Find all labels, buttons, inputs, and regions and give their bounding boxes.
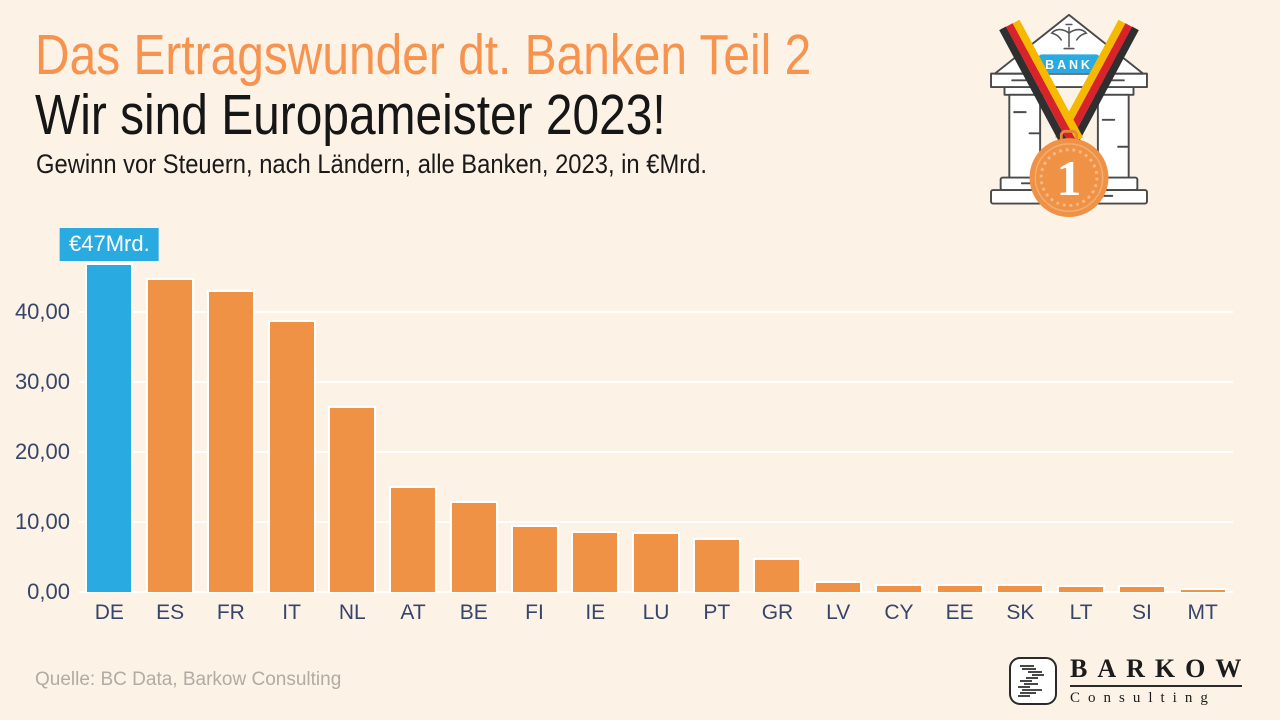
bar-sk <box>996 584 1045 592</box>
bar-de <box>85 263 134 592</box>
y-tick-label-20: 20,00 <box>14 439 70 464</box>
y-tick-label-0: 0,00 <box>27 579 70 604</box>
x-tick-label-lu: LU <box>642 601 670 624</box>
y-tick-label-10: 10,00 <box>14 509 70 534</box>
x-tick-label-gr: GR <box>761 601 794 624</box>
bar-gr <box>753 558 802 592</box>
x-tick-label-de: DE <box>94 601 124 624</box>
barkow-name: BARKOW <box>1070 654 1252 683</box>
gridline-20 <box>79 451 1233 453</box>
barkow-logo: BARKOW Consulting <box>1008 656 1251 707</box>
x-tick-label-cy: CY <box>884 601 914 624</box>
x-tick-label-sk: SK <box>1006 601 1035 624</box>
bar-lu <box>632 532 680 592</box>
bar-be <box>449 501 498 592</box>
german-ribbon-icon <box>999 19 1139 149</box>
x-tick-label-be: BE <box>459 601 488 624</box>
bar-ee <box>935 584 984 592</box>
bar-fi <box>510 525 559 592</box>
eagle-icon <box>1050 23 1088 50</box>
gridline-40 <box>79 311 1233 313</box>
bar-si <box>1117 585 1166 592</box>
bank-sign: BANK <box>1038 54 1100 74</box>
barkow-subname: Consulting <box>1070 690 1216 706</box>
x-tick-label-lv: LV <box>826 601 851 624</box>
bank-medal-icon: BANK 1 <box>990 13 1148 218</box>
bar-at <box>389 486 438 592</box>
x-tick-label-lt: LT <box>1069 601 1093 624</box>
bar-ie <box>571 531 620 592</box>
bar-fr <box>206 290 255 592</box>
bar-pt <box>692 538 741 592</box>
x-tick-label-ie: IE <box>585 601 606 624</box>
page-title: Das Ertragswunder dt. Banken Teil 2 <box>35 23 812 87</box>
highlight-value-badge: €47Mrd. <box>60 228 159 261</box>
gridline-30 <box>79 381 1233 383</box>
x-tick-label-mt: MT <box>1187 601 1218 624</box>
x-tick-label-fi: FI <box>525 601 544 624</box>
y-tick-label-40: 40,00 <box>14 299 70 324</box>
page-subtitle: Wir sind Europameister 2023! <box>35 83 666 147</box>
y-tick-label-30: 30,00 <box>14 369 70 394</box>
medal-number: 1 <box>1056 150 1081 206</box>
medal-icon: 1 <box>1029 129 1109 218</box>
gridline-0 <box>79 591 1233 593</box>
gridline-10 <box>79 521 1233 523</box>
barkow-wordmark: BARKOW Consulting <box>1070 656 1251 707</box>
bar-cy <box>874 584 923 592</box>
barkow-logo-mark-icon <box>1009 657 1057 705</box>
x-tick-label-pt: PT <box>703 601 731 624</box>
bar-lt <box>1057 585 1106 592</box>
chart-description: Gewinn vor Steuern, nach Ländern, alle B… <box>36 149 707 179</box>
bar-nl <box>328 406 377 592</box>
bar-it <box>267 320 316 592</box>
bar-mt <box>1178 588 1227 592</box>
x-tick-label-it: IT <box>282 601 301 624</box>
x-tick-label-si: SI <box>1131 601 1152 624</box>
x-tick-label-nl: NL <box>338 601 366 624</box>
source-text: Quelle: BC Data, Barkow Consulting <box>35 669 342 690</box>
barkow-rule <box>1070 685 1242 687</box>
x-tick-label-at: AT <box>400 601 426 624</box>
bar-lv <box>814 581 863 592</box>
x-tick-label-fr: FR <box>216 601 245 624</box>
bar-es <box>146 278 195 592</box>
x-tick-label-es: ES <box>156 601 185 624</box>
x-tick-label-ee: EE <box>945 601 974 624</box>
svg-text:BANK: BANK <box>1045 58 1093 72</box>
